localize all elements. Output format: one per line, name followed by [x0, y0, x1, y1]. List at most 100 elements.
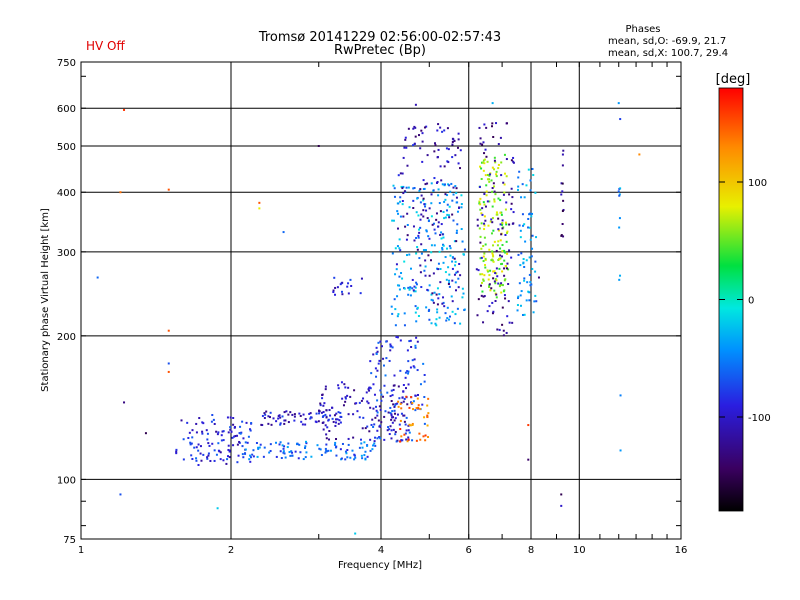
- data-point: [334, 286, 337, 289]
- data-point: [388, 433, 391, 436]
- data-point: [385, 340, 388, 343]
- data-point: [213, 459, 216, 462]
- data-point: [269, 443, 272, 446]
- data-point: [512, 160, 515, 163]
- data-point: [483, 236, 486, 239]
- data-point: [344, 400, 347, 403]
- data-point: [378, 359, 381, 362]
- data-point: [438, 202, 441, 205]
- data-point: [334, 441, 337, 444]
- data-point: [489, 289, 492, 292]
- data-point: [510, 208, 513, 211]
- data-point: [392, 428, 395, 431]
- data-point: [427, 235, 430, 238]
- data-point: [516, 304, 519, 307]
- data-point: [492, 182, 495, 185]
- data-point: [484, 219, 487, 222]
- data-point: [445, 319, 448, 322]
- data-point: [407, 286, 410, 289]
- data-point: [284, 456, 287, 459]
- data-point: [302, 413, 305, 416]
- data-point: [319, 402, 322, 405]
- data-point: [527, 217, 530, 220]
- data-point: [397, 405, 400, 408]
- data-point: [441, 248, 444, 251]
- data-point: [487, 278, 490, 281]
- data-point: [479, 257, 482, 260]
- data-point: [327, 449, 330, 452]
- data-point: [434, 232, 437, 235]
- data-point: [349, 278, 352, 281]
- data-point: [397, 174, 400, 177]
- data-point: [373, 393, 376, 396]
- data-point: [417, 404, 420, 407]
- data-point: [495, 296, 498, 299]
- data-point: [441, 183, 444, 186]
- data-point: [499, 254, 502, 257]
- data-point: [301, 423, 304, 426]
- data-point: [441, 233, 444, 236]
- data-point: [360, 442, 363, 445]
- data-point: [433, 150, 436, 153]
- data-point: [234, 435, 237, 438]
- data-point: [437, 262, 440, 265]
- data-point: [500, 174, 503, 177]
- data-point: [410, 396, 413, 399]
- data-point: [291, 413, 294, 416]
- data-point: [440, 237, 443, 240]
- data-point: [378, 405, 381, 408]
- data-point: [480, 212, 483, 215]
- data-point: [189, 443, 192, 446]
- data-point: [504, 208, 507, 211]
- x-tick-label: 1: [78, 545, 84, 556]
- axis-ticks: 1 2 4 6 8 10 16 75 100 200 300 400 500 600 750: [57, 58, 687, 556]
- data-point: [446, 127, 449, 130]
- data-point: [340, 381, 343, 384]
- data-point: [373, 440, 376, 443]
- data-point: [454, 185, 457, 188]
- data-point: [201, 430, 204, 433]
- data-point: [562, 208, 565, 211]
- data-point: [528, 299, 531, 302]
- data-point: [503, 249, 506, 252]
- data-point: [201, 432, 204, 435]
- data-point: [437, 194, 440, 197]
- data-point: [268, 416, 271, 419]
- data-point: [480, 167, 483, 170]
- data-point: [529, 284, 532, 287]
- data-point: [369, 360, 372, 363]
- data-point: [333, 276, 336, 279]
- data-point: [393, 384, 396, 387]
- data-point: [619, 394, 622, 397]
- data-point: [486, 178, 489, 181]
- data-point: [267, 415, 270, 418]
- data-point: [416, 369, 419, 372]
- data-point: [336, 286, 339, 289]
- data-point: [346, 394, 349, 397]
- data-point: [389, 349, 392, 352]
- data-point: [476, 224, 479, 227]
- data-point: [376, 399, 379, 402]
- data-point: [490, 218, 493, 221]
- data-point: [499, 211, 502, 214]
- data-point: [208, 444, 211, 447]
- data-point: [436, 156, 439, 159]
- data-point: [484, 243, 487, 246]
- data-point: [286, 446, 289, 449]
- data-point: [408, 253, 411, 256]
- data-point: [310, 455, 313, 458]
- data-point: [460, 228, 463, 231]
- data-point: [402, 156, 405, 159]
- data-point: [190, 454, 193, 457]
- data-point: [505, 175, 508, 178]
- data-point: [404, 423, 407, 426]
- data-point: [521, 213, 524, 216]
- data-point: [516, 309, 519, 312]
- data-point: [398, 247, 401, 250]
- data-point: [222, 430, 225, 433]
- data-point: [456, 223, 459, 226]
- data-point: [400, 407, 403, 410]
- data-point: [391, 394, 394, 397]
- data-point: [491, 252, 494, 255]
- data-point: [398, 238, 401, 241]
